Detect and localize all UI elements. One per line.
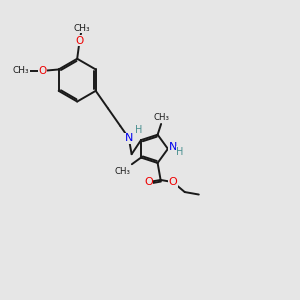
Text: O: O [38, 66, 46, 76]
Text: H: H [176, 147, 184, 157]
Text: O: O [144, 177, 153, 187]
Text: CH₃: CH₃ [13, 66, 29, 75]
Text: H: H [135, 125, 142, 135]
Text: CH₃: CH₃ [114, 167, 130, 176]
Text: N: N [169, 142, 177, 152]
Text: N: N [124, 133, 133, 143]
Text: CH₃: CH₃ [154, 112, 170, 122]
Text: O: O [169, 177, 177, 187]
Text: O: O [75, 36, 84, 46]
Text: CH₃: CH₃ [74, 24, 90, 33]
